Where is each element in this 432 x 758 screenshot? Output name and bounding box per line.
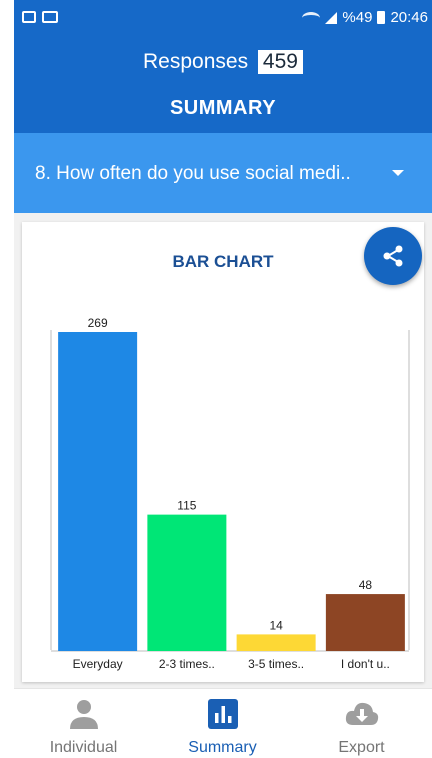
page-title: SUMMARY — [169, 97, 277, 119]
wifi-icon — [302, 11, 321, 24]
clock: 20:46 — [390, 9, 428, 26]
image-icon — [22, 11, 36, 23]
video-camera-icon — [42, 11, 58, 23]
chart-category-label: I don't u.. — [341, 657, 390, 671]
person-icon — [69, 700, 98, 729]
battery-percent: %49 — [342, 9, 373, 26]
share-icon — [383, 245, 403, 267]
status-bar: %49 20:46 — [14, 0, 432, 36]
nav-individual-label: Individual — [49, 739, 118, 756]
question-text: 8. How often do you use social medi.. — [35, 163, 351, 184]
chart-bar — [236, 634, 316, 651]
nav-summary[interactable]: Summary — [153, 689, 292, 758]
chart-category-label: 2-3 times.. — [159, 657, 215, 671]
chart-data-label: 14 — [269, 618, 283, 632]
question-selector[interactable]: 8. How often do you use social medi.. — [14, 133, 432, 213]
responses-label: Responses — [143, 50, 249, 73]
bar-chart: 269 Everyday 115 2-3 times.. 14 3-5 times.. 48… — [50, 316, 410, 671]
chart-bar — [58, 332, 138, 651]
responses-summary: Responses 459 — [14, 50, 432, 74]
chart-bar — [325, 594, 405, 651]
cloud-download-icon — [345, 702, 378, 725]
chart-category-label: Everyday — [73, 657, 123, 671]
nav-export[interactable]: Export — [292, 689, 431, 758]
chart-data-label: 115 — [177, 499, 196, 513]
nav-export-label: Export — [338, 739, 385, 756]
bar-chart-icon — [207, 699, 238, 729]
chart-bar — [147, 514, 227, 651]
nav-summary-label: Summary — [188, 739, 257, 756]
chart-data-label: 48 — [359, 578, 373, 592]
app-header: %49 20:46 Responses 459 SUMMARY — [14, 0, 432, 133]
battery-icon — [377, 11, 386, 24]
chart-data-label: 269 — [88, 316, 108, 330]
signal-icon — [325, 11, 338, 24]
chart-card: BAR CHART 269 Everyday 115 2-3 times.. 14 3-5… — [22, 222, 424, 682]
chevron-down-icon[interactable] — [392, 170, 404, 176]
bottom-navigation: Individual Summary Export — [14, 688, 432, 758]
app-frame: %49 20:46 Responses 459 SUMMARY 8. How o… — [14, 0, 432, 758]
chart-title: BAR CHART — [172, 252, 274, 271]
share-button[interactable] — [364, 227, 422, 285]
nav-individual[interactable]: Individual — [14, 689, 153, 758]
chart-category-label: 3-5 times.. — [248, 657, 304, 671]
responses-count: 459 — [257, 50, 303, 74]
